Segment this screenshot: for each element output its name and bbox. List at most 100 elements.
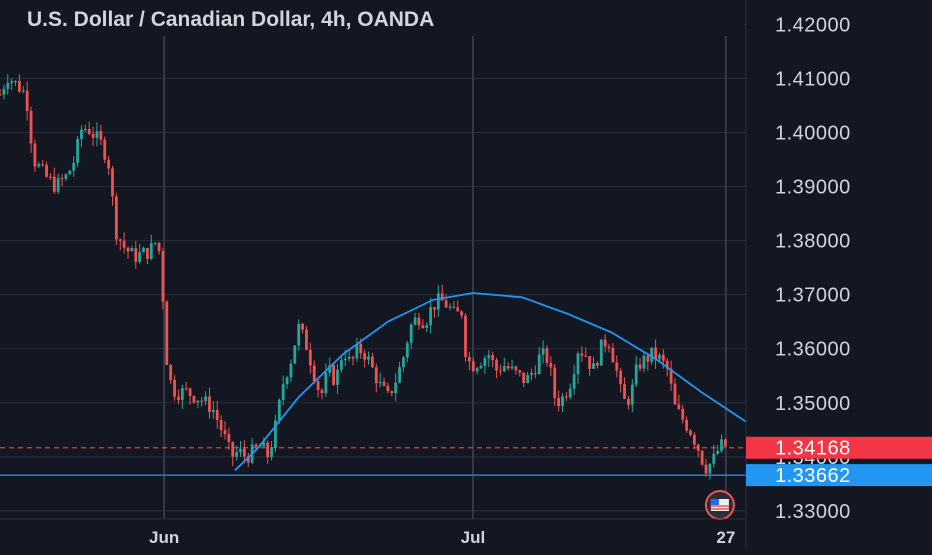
candle-body xyxy=(553,367,557,399)
candle-body xyxy=(595,363,599,366)
candle-body xyxy=(328,365,332,373)
candle-body xyxy=(371,356,374,368)
candle-body xyxy=(297,323,301,346)
candle-body xyxy=(169,364,173,380)
price-tag xyxy=(746,464,932,487)
candle-body xyxy=(336,369,339,385)
candle-body xyxy=(592,363,595,369)
candle-body xyxy=(467,356,471,362)
candle-body xyxy=(138,252,142,262)
candle-body xyxy=(549,362,553,368)
candle-body xyxy=(37,164,41,167)
candle-body xyxy=(134,248,138,262)
price-tick-label: 1.41000 xyxy=(775,68,851,90)
candle-body xyxy=(704,464,708,474)
candle-body xyxy=(510,366,514,369)
candle-body xyxy=(173,379,176,397)
candle-body xyxy=(208,396,211,413)
candle-body xyxy=(107,159,111,169)
candle-body xyxy=(689,430,692,435)
candle-body xyxy=(68,170,72,175)
price-tick-label: 1.35000 xyxy=(775,393,851,415)
candle-body xyxy=(281,384,285,401)
candle-body xyxy=(49,176,52,178)
candle-body xyxy=(29,110,33,144)
price-tag xyxy=(746,436,932,459)
price-tick-label: 1.36000 xyxy=(775,339,851,361)
candle-body xyxy=(607,346,611,348)
candle-body xyxy=(464,315,467,357)
candle-body xyxy=(231,441,235,457)
candle-body xyxy=(95,131,99,138)
candle-body xyxy=(479,365,483,369)
candle-body xyxy=(475,368,479,372)
price-tick-label: 1.39000 xyxy=(775,177,851,199)
candle-body xyxy=(274,420,277,449)
candle-body xyxy=(126,247,130,252)
candle-body xyxy=(114,196,118,240)
candle-body xyxy=(192,395,196,403)
price-tick-label: 1.37000 xyxy=(775,285,851,307)
candle-body xyxy=(460,311,464,316)
time-tick-label: Jun xyxy=(149,528,179,547)
candle-body xyxy=(708,463,712,474)
candle-body xyxy=(506,366,510,369)
price-tick-label: 1.40000 xyxy=(775,122,851,144)
candle-body xyxy=(351,356,355,359)
candle-body xyxy=(130,248,134,252)
candle-body xyxy=(681,408,685,420)
candle-body xyxy=(568,388,572,398)
candle-body xyxy=(10,81,14,83)
candle-body xyxy=(448,306,452,308)
candle-body xyxy=(545,348,549,363)
candle-body xyxy=(301,323,304,330)
candle-body xyxy=(2,88,6,95)
candle-body xyxy=(367,356,370,360)
candle-body xyxy=(665,360,669,369)
candle-body xyxy=(576,353,580,375)
candle-body xyxy=(33,143,37,167)
candle-body xyxy=(72,162,76,171)
candle-body xyxy=(623,384,626,399)
candle-body xyxy=(417,317,421,326)
candle-body xyxy=(669,368,673,384)
candle-body xyxy=(716,450,720,454)
trendline-layer[interactable] xyxy=(234,292,747,471)
candle-body xyxy=(433,307,436,310)
candle-body xyxy=(17,80,21,92)
rounding-trendline[interactable] xyxy=(234,292,747,471)
candle-body xyxy=(619,370,623,385)
flag-canton xyxy=(710,499,719,505)
candle-body xyxy=(444,300,448,308)
candle-body xyxy=(316,381,320,391)
candle-body xyxy=(204,396,207,402)
candle-body xyxy=(378,381,382,384)
candle-body xyxy=(452,306,456,308)
candle-body xyxy=(363,353,367,360)
candle-body xyxy=(588,356,592,369)
candle-body xyxy=(99,131,103,140)
candle-body xyxy=(696,444,700,451)
candle-body xyxy=(6,82,10,89)
candle-body xyxy=(572,374,576,389)
candle-body xyxy=(196,400,200,403)
price-tag-label: 1.33662 xyxy=(775,465,851,487)
candle-body xyxy=(277,400,281,421)
candle-body xyxy=(495,360,498,371)
event-icon-layer xyxy=(704,490,735,520)
candle-body xyxy=(518,370,522,373)
candle-body xyxy=(242,448,246,457)
candle-body xyxy=(724,439,727,447)
time-axis[interactable]: Jun Jul 27 xyxy=(149,528,735,547)
candle-body xyxy=(522,372,526,384)
candle-body xyxy=(390,391,394,394)
candle-body xyxy=(103,139,107,160)
candle-body xyxy=(180,388,184,400)
candle-body xyxy=(471,361,475,372)
candle-body xyxy=(25,90,29,111)
candle-body xyxy=(215,409,219,421)
candle-body xyxy=(436,293,440,310)
candle-body xyxy=(483,358,487,366)
